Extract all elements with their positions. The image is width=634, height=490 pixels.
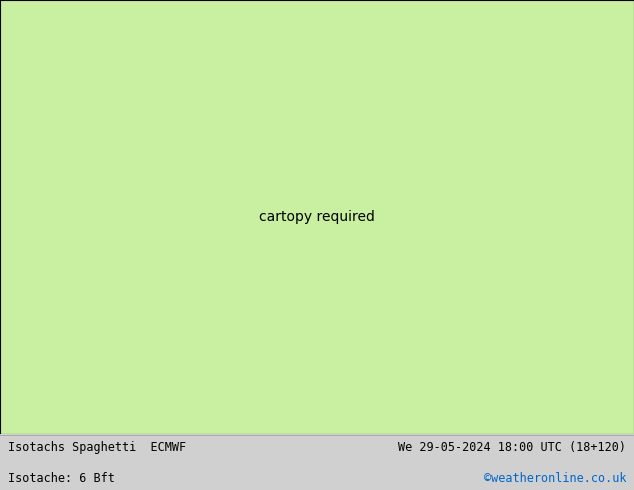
Text: cartopy required: cartopy required	[259, 210, 375, 224]
Text: Isotache: 6 Bft: Isotache: 6 Bft	[8, 471, 115, 485]
Text: ©weatheronline.co.uk: ©weatheronline.co.uk	[484, 471, 626, 485]
Text: We 29-05-2024 18:00 UTC (18+120): We 29-05-2024 18:00 UTC (18+120)	[398, 441, 626, 454]
Text: Isotachs Spaghetti  ECMWF: Isotachs Spaghetti ECMWF	[8, 441, 186, 454]
